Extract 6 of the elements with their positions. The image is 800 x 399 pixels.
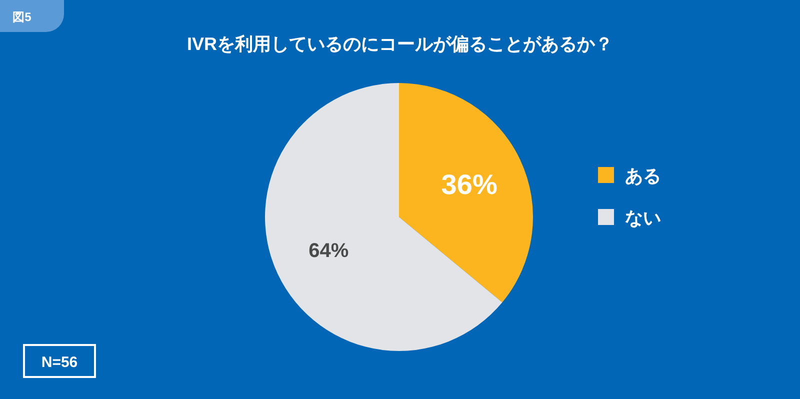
caption: 図5	[12, 10, 32, 24]
legend-label: ない	[625, 208, 661, 228]
badge: 図5	[0, 0, 64, 32]
title: IVRを利用しているのにコールが偏ることがあるか？	[187, 34, 613, 54]
legend-label: ある	[625, 166, 661, 186]
note: N=56	[23, 344, 96, 378]
